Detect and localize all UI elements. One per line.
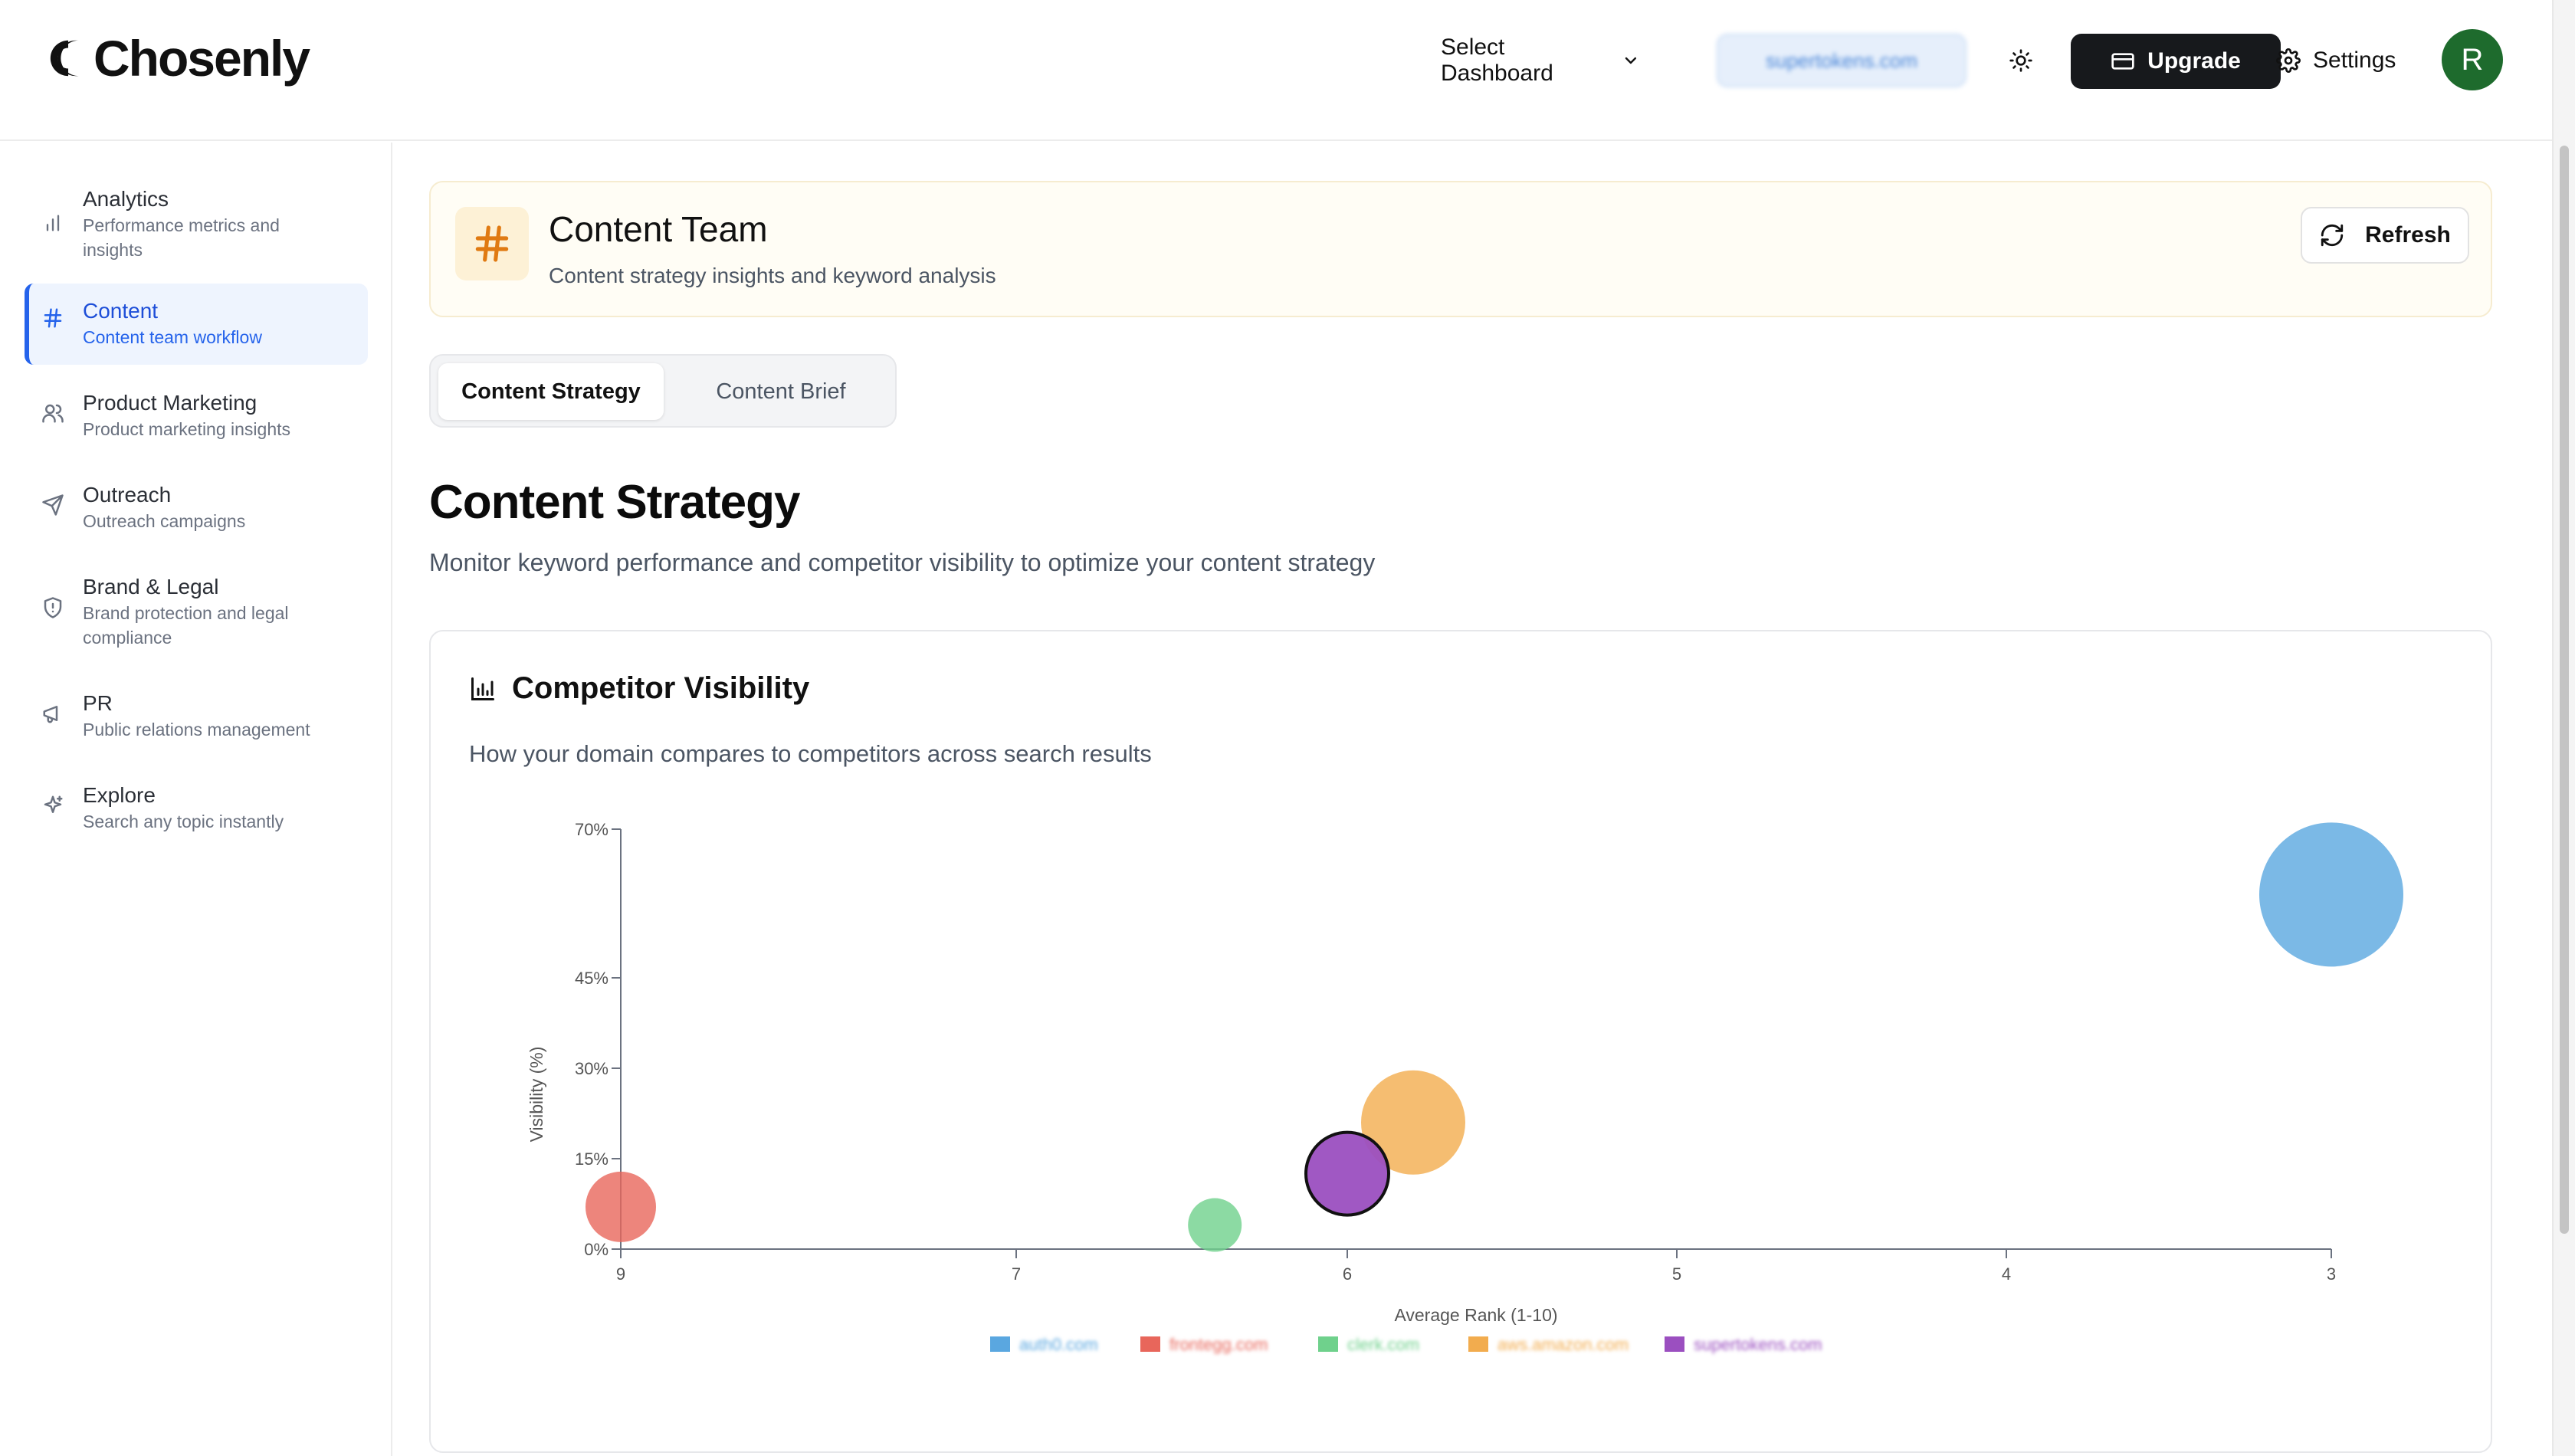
sidebar-item-subtitle: Performance metrics and insights — [83, 215, 280, 260]
card-header: Competitor Visibility — [469, 671, 809, 706]
x-tick-label: 7 — [1012, 1264, 1021, 1284]
refresh-icon — [2321, 224, 2344, 247]
bubble-point — [1188, 1198, 1242, 1252]
refresh-label: Refresh — [2365, 222, 2451, 248]
legend-swatch — [1140, 1336, 1160, 1352]
megaphone-icon — [37, 697, 69, 730]
shield-icon — [37, 592, 69, 624]
select-dashboard-label: Select Dashboard — [1441, 34, 1553, 86]
chevron-down-icon — [1625, 57, 1637, 64]
tab-content-brief[interactable]: Content Brief — [716, 379, 846, 404]
settings-button[interactable]: Settings — [2276, 34, 2399, 87]
theme-toggle-button[interactable] — [2002, 34, 2040, 87]
select-dashboard-dropdown[interactable]: Select Dashboard — [1441, 34, 1640, 87]
competitor-visibility-chart: 0% 15% 30% 45% 70% 9 7 6 5 4 3 Average Rank (1-10) V… — [526, 820, 2403, 1354]
x-axis-label: Average Rank (1-10) — [1394, 1305, 1557, 1325]
x-tick-label: 4 — [2002, 1264, 2011, 1284]
banner-title: Content Team — [549, 209, 768, 249]
sun-icon — [2009, 49, 2032, 72]
y-axis-label: Visibility (%) — [526, 1047, 546, 1143]
upgrade-label: Upgrade — [2147, 48, 2241, 74]
legend-label: frontegg.com — [1169, 1335, 1268, 1354]
sidebar-item-title: Analytics — [83, 187, 169, 211]
legend-swatch — [990, 1336, 1010, 1352]
legend-label: clerk.com — [1347, 1335, 1419, 1354]
sidebar-item-content[interactable]: Content Content team workflow — [25, 284, 368, 365]
bubble-point — [2259, 822, 2403, 967]
y-tick-label: 0% — [584, 1240, 608, 1259]
x-tick-label: 3 — [2327, 1264, 2336, 1284]
page-scrollbar-thumb[interactable] — [2560, 146, 2569, 1234]
sidebar-item-title: PR — [83, 691, 113, 715]
bar-chart-icon — [471, 677, 494, 700]
sidebar-item-subtitle: Brand protection and legal compliance — [83, 603, 289, 648]
sidebar-item-title: Brand & Legal — [83, 575, 219, 598]
y-tick-label: 70% — [575, 820, 608, 839]
avatar-initial: R — [2461, 42, 2484, 77]
legend-swatch — [1665, 1336, 1684, 1352]
legend-swatch — [1318, 1336, 1338, 1352]
tab-content-strategy[interactable]: Content Strategy — [438, 363, 664, 420]
y-tick-label: 15% — [575, 1149, 608, 1169]
domain-selector[interactable]: supertokens.com — [1717, 34, 1967, 87]
sidebar-item-subtitle: Product marketing insights — [83, 419, 291, 439]
x-tick-label: 5 — [1672, 1264, 1681, 1284]
card-title: Competitor Visibility — [512, 671, 810, 705]
sidebar-item-subtitle: Content team workflow — [83, 327, 262, 347]
legend-label: auth0.com — [1019, 1335, 1098, 1354]
page-title: Content Strategy — [429, 476, 800, 529]
tab-bar: Content Strategy Content Brief — [429, 354, 897, 428]
legend-label: supertokens.com — [1694, 1335, 1822, 1354]
sidebar-item-outreach[interactable]: Outreach Outreach campaigns — [25, 477, 368, 546]
sidebar-item-pr[interactable]: PR Public relations management — [25, 685, 368, 754]
sparkles-icon — [37, 789, 69, 821]
legend-swatch — [1468, 1336, 1488, 1352]
page-subtitle: Monitor keyword performance and competit… — [429, 549, 1376, 576]
bubble-point — [1304, 1130, 1390, 1217]
sidebar: Analytics Performance metrics and insigh… — [0, 143, 392, 1456]
sidebar-item-title: Content — [83, 299, 159, 323]
sidebar-item-brand-legal[interactable]: Brand & Legal Brand protection and legal… — [25, 569, 368, 661]
logo-text: Chosenly — [93, 30, 310, 87]
sidebar-item-subtitle: Outreach campaigns — [83, 511, 246, 531]
sidebar-item-product-marketing[interactable]: Product Marketing Product marketing insi… — [25, 385, 368, 454]
avatar[interactable]: R — [2442, 29, 2503, 90]
settings-label: Settings — [2313, 48, 2396, 73]
y-tick-label: 30% — [575, 1059, 608, 1078]
y-tick-label: 45% — [575, 969, 608, 988]
sidebar-item-title: Outreach — [83, 483, 172, 507]
competitor-visibility-card: Competitor Visibility How your domain co… — [429, 630, 2492, 1453]
legend-label: aws.amazon.com — [1497, 1335, 1629, 1354]
users-icon — [37, 397, 69, 429]
gear-icon — [2276, 48, 2301, 73]
x-tick-label: 6 — [1343, 1264, 1352, 1284]
hash-icon — [455, 207, 529, 280]
sidebar-item-title: Explore — [83, 783, 156, 807]
top-bar: Chosenly Select Dashboard supertokens.co… — [0, 0, 2552, 141]
team-banner: Content Team Content strategy insights a… — [429, 181, 2492, 317]
domain-selected: supertokens.com — [1766, 48, 1917, 72]
refresh-button[interactable]: Refresh — [2301, 207, 2469, 264]
sidebar-item-analytics[interactable]: Analytics Performance metrics and insigh… — [25, 179, 368, 264]
sidebar-item-subtitle: Search any topic instantly — [83, 812, 284, 831]
logo[interactable]: Chosenly — [46, 26, 310, 90]
x-tick-label: 9 — [616, 1264, 625, 1284]
hash-icon — [37, 302, 69, 334]
credit-card-icon — [2111, 53, 2134, 70]
sidebar-item-explore[interactable]: Explore Search any topic instantly — [25, 777, 368, 846]
sidebar-item-subtitle: Public relations management — [83, 720, 310, 739]
send-icon — [37, 489, 69, 521]
sidebar-item-title: Product Marketing — [83, 391, 258, 415]
logo-icon — [50, 40, 79, 77]
bar-chart-icon — [37, 207, 69, 239]
bubble-point — [1361, 1070, 1465, 1175]
banner-subtitle: Content strategy insights and keyword an… — [549, 264, 996, 287]
bubble-point — [586, 1171, 656, 1242]
upgrade-button[interactable]: Upgrade — [2071, 34, 2281, 89]
card-subtitle: How your domain compares to competitors … — [469, 740, 1152, 767]
